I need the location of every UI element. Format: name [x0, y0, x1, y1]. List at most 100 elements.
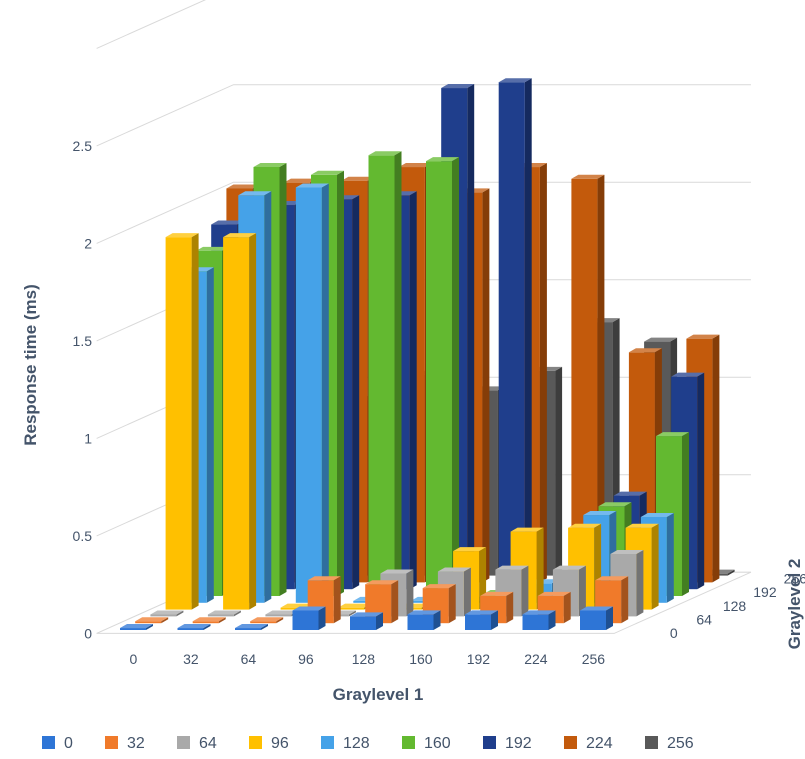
bar-top [135, 617, 169, 622]
bar-side [621, 576, 629, 624]
legend-label: 224 [586, 735, 613, 752]
bar-side [555, 366, 563, 576]
bar-top [226, 184, 260, 189]
bar-96-0 [165, 233, 199, 610]
bar-side [467, 84, 475, 590]
bar-top [253, 163, 287, 167]
bar-top [398, 163, 432, 168]
bar-0-96 [292, 606, 326, 630]
bar-side [233, 610, 241, 617]
x-tick-label: 0 [130, 651, 138, 667]
legend-item-96: 96 [249, 735, 289, 752]
bar-side [463, 567, 471, 617]
bar-side [536, 527, 544, 610]
y-tick-label: 1 [84, 430, 92, 446]
bar-side [539, 163, 547, 583]
bar-front [368, 155, 395, 597]
bar-side [176, 610, 184, 617]
z-tick-label: 64 [696, 611, 712, 627]
bar-front [292, 610, 319, 630]
bar-top [537, 591, 571, 596]
bar-top [223, 233, 257, 238]
bar-side [482, 188, 490, 583]
bar-front [295, 187, 322, 603]
bar-front [580, 610, 606, 630]
bar-front [207, 614, 234, 617]
bar-front [265, 614, 292, 617]
legend-swatch [177, 736, 190, 749]
legend-label: 192 [505, 735, 532, 752]
x-tick-label: 96 [298, 651, 314, 667]
bar-side [651, 523, 659, 610]
y-axis-title: Response time (ms) [21, 284, 40, 446]
bar-side [697, 372, 705, 590]
bar-192-160 [498, 78, 532, 590]
bar-front [280, 607, 307, 610]
z-axis-ticks: 0 64 128 192 256 [670, 571, 805, 641]
bar-top [510, 527, 544, 532]
x-tick-label: 128 [352, 651, 376, 667]
bar-top [422, 584, 456, 589]
bar-side [318, 606, 326, 630]
bar-side [191, 233, 199, 610]
x-axis-ticks: 0 32 64 96 128 160 192 224 256 [130, 651, 606, 667]
z-tick-label: 256 [784, 571, 805, 587]
legend-item-160: 160 [402, 735, 451, 752]
bar-front [426, 161, 452, 596]
bar-top [453, 547, 487, 552]
bar-side [548, 610, 556, 630]
bar-0-0 [120, 624, 153, 630]
bar-side [333, 576, 341, 624]
x-tick-label: 64 [241, 651, 257, 667]
bar-side [279, 163, 287, 596]
bar-top [165, 233, 199, 238]
y-tick-label: 1.5 [73, 333, 93, 349]
legend-label: 256 [667, 735, 694, 752]
bar-side [352, 195, 360, 590]
bar-top [583, 511, 617, 516]
bar-top [640, 513, 674, 517]
bar-32-0 [135, 617, 169, 624]
bar-0-224 [522, 610, 556, 630]
legend-swatch [564, 736, 577, 749]
bar-0-128 [350, 612, 383, 630]
bar-32-64 [250, 617, 284, 624]
bar-top [238, 191, 272, 196]
legend-swatch [42, 736, 55, 749]
bar-side [394, 151, 402, 597]
legend-item-256: 256 [645, 735, 694, 752]
bar-side [406, 569, 414, 617]
bar-side [448, 584, 456, 624]
bar-front [235, 628, 261, 630]
bar-top [437, 567, 471, 572]
bar-0-32 [177, 624, 211, 630]
bar-side [391, 580, 399, 624]
x-tick-label: 192 [467, 651, 491, 667]
bar-front [407, 614, 434, 630]
bar-side [337, 170, 344, 597]
bar-top [552, 565, 586, 570]
bar-side [452, 157, 459, 596]
bar-0-192 [465, 610, 498, 630]
bar-top [613, 491, 647, 496]
bar-top [671, 372, 705, 377]
bar-side [521, 565, 529, 617]
bar-top [265, 610, 299, 615]
bar-side [682, 432, 689, 596]
bar-side [433, 610, 441, 630]
bar-top [495, 565, 529, 570]
y-axis-ticks: 0 0.5 1 1.5 2 2.5 [73, 138, 93, 642]
bar-side [409, 191, 417, 590]
bar-top [610, 550, 644, 554]
bar-side [249, 233, 257, 610]
bar-64-0 [150, 610, 184, 617]
bar-top [568, 523, 602, 528]
bar-front [522, 614, 549, 630]
bar-160-96 [368, 151, 402, 597]
z-axis-title: Graylevel 2 [785, 559, 804, 650]
bar-side [666, 513, 674, 603]
bar-side [146, 624, 153, 630]
bar-top [465, 610, 498, 615]
legend-swatch [321, 736, 334, 749]
